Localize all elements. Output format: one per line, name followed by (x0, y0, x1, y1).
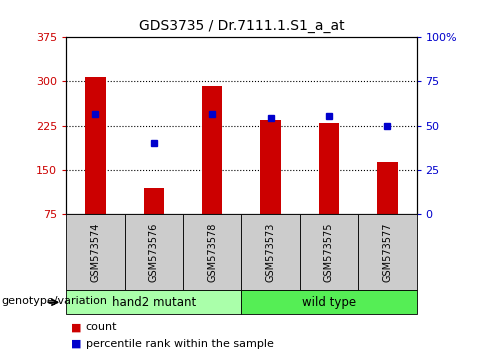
Text: wild type: wild type (302, 296, 356, 309)
Bar (202, 86, 222, 214)
Bar (318, 123, 339, 214)
Text: GSM573575: GSM573575 (324, 222, 334, 282)
Text: GSM573578: GSM573578 (207, 223, 217, 282)
Text: GSM573576: GSM573576 (149, 223, 159, 282)
Text: GSM573577: GSM573577 (382, 222, 392, 282)
Text: percentile rank within the sample: percentile rank within the sample (86, 339, 273, 349)
Title: GDS3735 / Dr.7111.1.S1_a_at: GDS3735 / Dr.7111.1.S1_a_at (139, 19, 344, 33)
Bar (85, 77, 105, 214)
Text: genotype/variation: genotype/variation (1, 296, 107, 306)
Text: GSM573574: GSM573574 (90, 223, 100, 282)
Bar (377, 162, 397, 214)
Text: hand2 mutant: hand2 mutant (112, 296, 196, 309)
Text: GSM573573: GSM573573 (266, 223, 275, 282)
Bar (260, 120, 281, 214)
Text: count: count (86, 322, 117, 332)
Text: ■: ■ (71, 322, 81, 332)
Bar (144, 188, 164, 214)
Text: ■: ■ (71, 339, 81, 349)
